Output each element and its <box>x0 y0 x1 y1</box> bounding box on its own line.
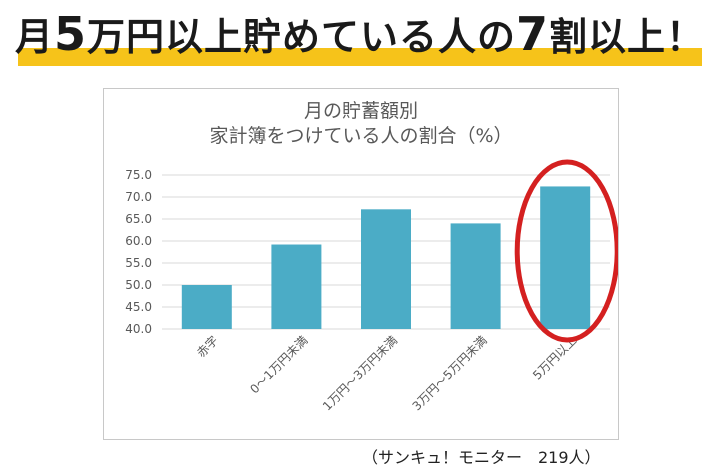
y-tick-label: 50.0 <box>125 278 152 292</box>
headline-text-3: 割以上！ <box>549 15 706 59</box>
headline-highlight-band <box>18 48 702 66</box>
bar <box>181 285 232 329</box>
x-tick-label: 0～1万円未満 <box>247 333 310 396</box>
bar <box>271 244 322 329</box>
chart-title: 月の貯蓄額別 家計簿をつけている人の割合（%） <box>104 99 618 149</box>
headline-number-5: 5 <box>53 7 87 61</box>
chart-title-line1: 月の貯蓄額別 <box>303 100 418 122</box>
bar <box>361 209 411 329</box>
y-tick-label: 45.0 <box>125 300 152 314</box>
headline-text-1: 月 <box>14 15 54 59</box>
chart-title-line2: 家計簿をつけている人の割合（%） <box>209 125 513 147</box>
headline-number-7: 7 <box>516 7 550 61</box>
bar <box>450 223 501 329</box>
headline-text-2: 万円以上貯めている人の <box>86 15 516 59</box>
y-tick-label: 65.0 <box>125 212 152 226</box>
y-tick-label: 70.0 <box>125 190 152 204</box>
highlight-ellipse <box>514 159 618 343</box>
x-tick-label: 3万円～5万円未満 <box>410 333 490 413</box>
bar <box>540 186 591 329</box>
y-tick-label: 55.0 <box>125 256 152 270</box>
headline: 月5万円以上貯めている人の7割以上！ <box>0 6 720 61</box>
x-tick-label: 1万円～3万円未満 <box>320 333 400 413</box>
y-tick-label: 60.0 <box>125 234 152 248</box>
footnote: （サンキュ！モニター 219人） <box>362 448 601 467</box>
bar-chart: 40.0 45.0 50.0 55.0 60.0 65.0 70.0 75.0 赤字 0～1万円未… <box>125 159 618 413</box>
chart-frame: 月の貯蓄額別 家計簿をつけている人の割合（%） 40.0 45.0 50.0 55.0… <box>103 88 619 440</box>
y-tick-label: 40.0 <box>125 322 152 336</box>
y-tick-label: 75.0 <box>125 168 152 182</box>
x-tick-label: 赤字 <box>193 333 221 361</box>
